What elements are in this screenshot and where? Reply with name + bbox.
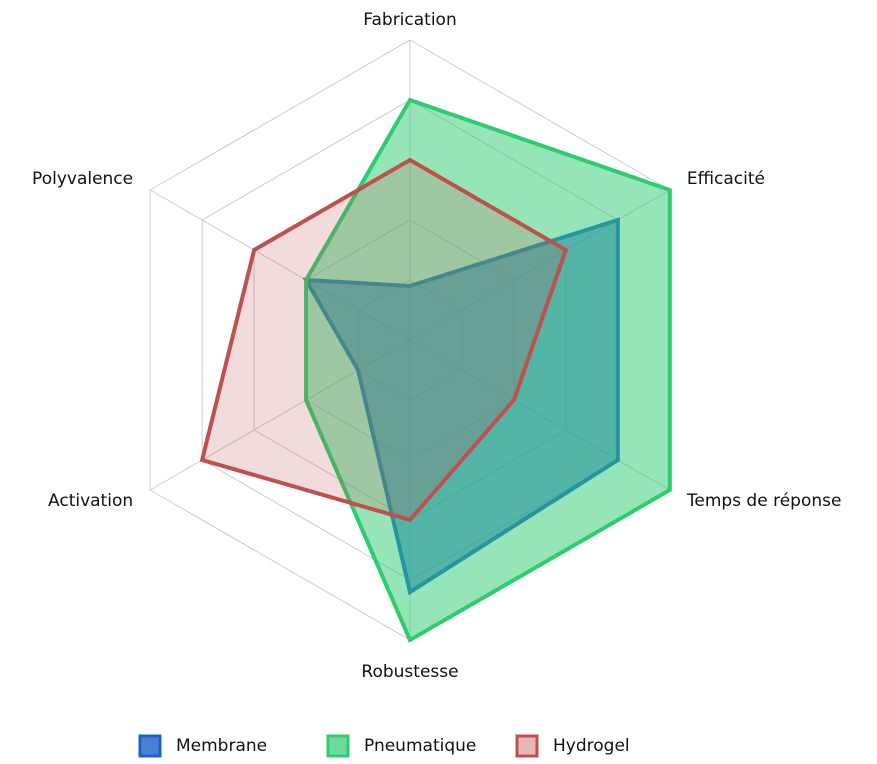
axis-label: Robustesse (361, 662, 458, 682)
legend-label: Pneumatique (364, 736, 476, 756)
axis-label: Activation (48, 491, 133, 511)
legend-swatch (515, 734, 539, 758)
axis-label: Efficacité (687, 169, 765, 189)
legend-swatch (138, 734, 162, 758)
legend-label: Hydrogel (553, 736, 630, 756)
series-area (199, 157, 569, 523)
axis-label: Temps de réponse (686, 491, 842, 511)
axis-label: Polyvalence (32, 169, 133, 189)
series-area (304, 97, 672, 643)
legend-swatch (326, 734, 350, 758)
axis-label: Fabrication (363, 10, 456, 30)
legend-label: Membrane (176, 736, 267, 756)
